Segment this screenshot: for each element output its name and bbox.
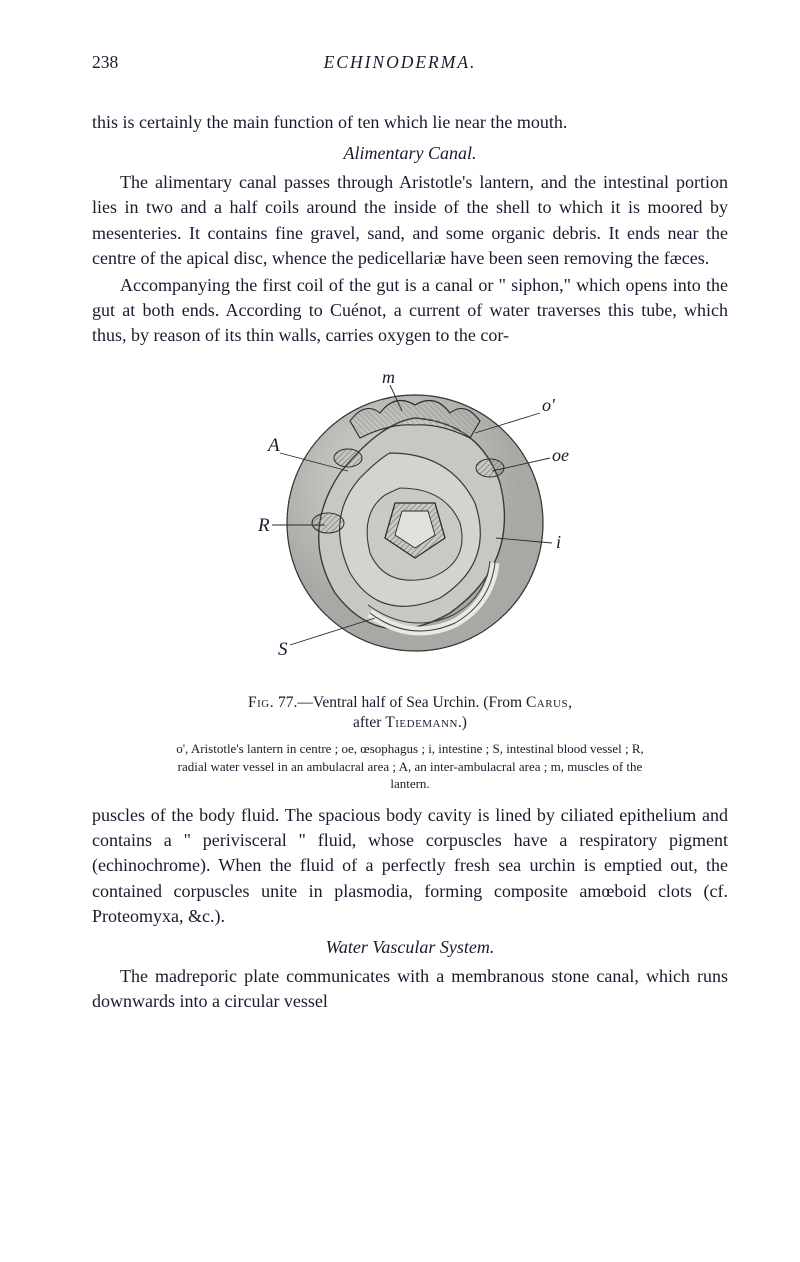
caption-line2-name: Tiedemann [385,714,458,731]
label-o-prime: o' [542,395,556,415]
para-4: puscles of the body fluid. The spacious … [92,803,728,929]
label-m: m [382,367,395,387]
caption-after-author: , [568,694,572,711]
para-3: Accompanying the first coil of the gut i… [92,273,728,349]
caption-line2-pre: after [353,714,385,731]
para-5: The madreporic plate communicates with a… [92,964,728,1014]
page-content: this is certainly the main function of t… [92,110,728,1014]
running-head: ECHINODERMA. [0,52,800,73]
section-head-alimentary: Alimentary Canal. [92,143,728,164]
caption-fig-num: 77. [278,694,297,711]
figure-77: m o' A oe R i S [92,363,728,683]
label-R: R [257,515,270,536]
para-2: The alimentary canal passes through Aris… [92,170,728,271]
label-S: S [278,639,288,660]
figure-caption: Fig. 77.—Ventral half of Sea Urchin. (Fr… [92,693,728,735]
caption-author: Carus [526,694,568,711]
label-oe: oe [552,445,569,465]
caption-fig-label: Fig. [248,694,274,711]
figure-77-svg: m o' A oe R i S [240,363,580,683]
figure-caption-sub: o', Aristotle's lantern in centre ; oe, … [160,740,660,793]
para-1: this is certainly the main function of t… [92,110,728,135]
caption-main: —Ventral half of Sea Urchin. (From [297,694,526,711]
caption-line2-post: .) [458,714,467,731]
label-A: A [266,435,280,456]
label-i: i [556,532,561,552]
section-head-water-vascular: Water Vascular System. [92,937,728,958]
